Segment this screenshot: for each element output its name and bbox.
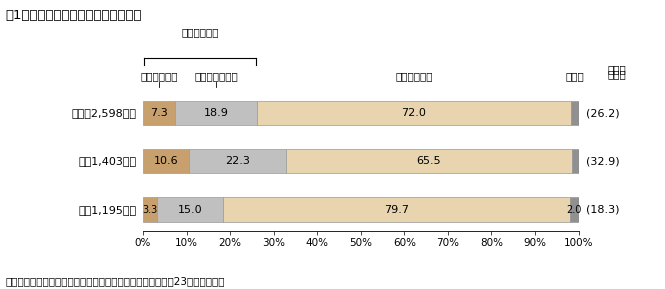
- Text: 男（1,195人）: 男（1,195人）: [78, 205, 136, 214]
- Text: 女（1,403人）: 女（1,403人）: [78, 156, 136, 166]
- Text: まったくない: まったくない: [395, 71, 433, 81]
- Bar: [571, 101, 579, 125]
- Text: １、２度あった: １、２度あった: [194, 71, 238, 81]
- Bar: [286, 149, 572, 173]
- Bar: [158, 197, 223, 222]
- Text: （備考）内閣府「男女間における暴力に関する調査」（平成23年）より作成: （備考）内閣府「男女間における暴力に関する調査」（平成23年）より作成: [5, 276, 225, 286]
- Bar: [572, 149, 579, 173]
- Text: 79.7: 79.7: [384, 205, 409, 214]
- Bar: [143, 197, 158, 222]
- Text: 15.0: 15.0: [178, 205, 202, 214]
- Text: 3.3: 3.3: [142, 205, 158, 214]
- Text: 無回答: 無回答: [565, 71, 584, 81]
- Text: 何度もあった: 何度もあった: [140, 71, 178, 81]
- Text: あった: あった: [608, 64, 626, 74]
- Bar: [257, 101, 571, 125]
- Bar: [189, 149, 286, 173]
- Text: 7.3: 7.3: [150, 108, 168, 118]
- Text: 総数（2,598人）: 総数（2,598人）: [71, 108, 136, 118]
- Text: (26.2): (26.2): [587, 108, 620, 118]
- Text: 図1　配偶者からの被害経験（性別）: 図1 配偶者からの被害経験（性別）: [5, 9, 142, 22]
- Text: 2.0: 2.0: [567, 205, 582, 214]
- Bar: [570, 197, 579, 222]
- Text: 72.0: 72.0: [402, 108, 426, 118]
- Text: 10.6: 10.6: [154, 156, 178, 166]
- Text: あった（計）: あった（計）: [182, 27, 219, 38]
- Bar: [143, 101, 175, 125]
- Text: 22.3: 22.3: [225, 156, 250, 166]
- Text: （計）: （計）: [608, 69, 626, 79]
- Bar: [143, 149, 189, 173]
- Text: 65.5: 65.5: [416, 156, 442, 166]
- Text: (18.3): (18.3): [587, 205, 620, 214]
- Bar: [223, 197, 570, 222]
- Text: 18.9: 18.9: [203, 108, 228, 118]
- Text: (32.9): (32.9): [587, 156, 620, 166]
- Bar: [175, 101, 257, 125]
